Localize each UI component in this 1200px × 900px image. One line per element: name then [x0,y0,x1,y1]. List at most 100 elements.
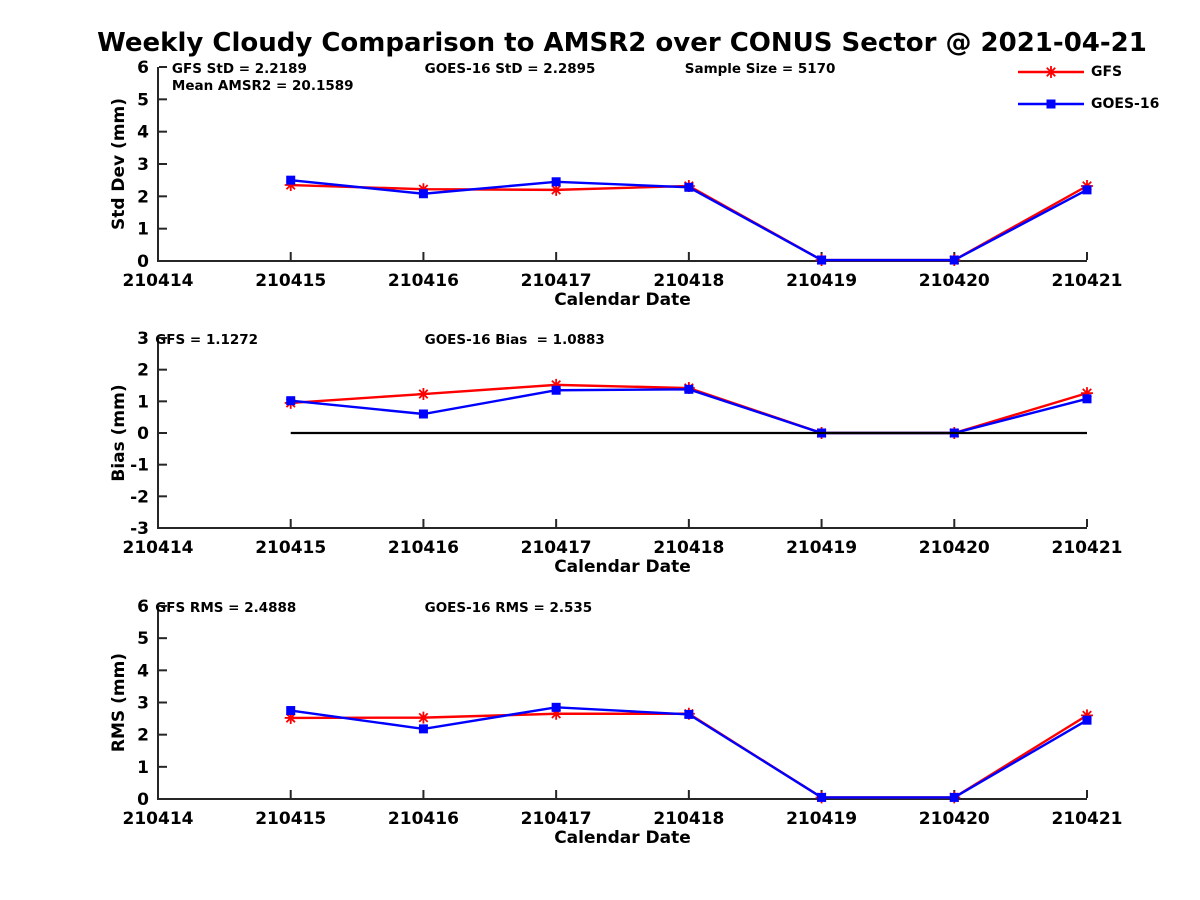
asterisk-marker-icon [1081,387,1093,400]
square-marker-icon [1082,394,1092,404]
y-tick-label: 6 [137,597,149,617]
x-tick-label: 210421 [1052,538,1123,558]
square-marker-icon [684,182,694,192]
square-marker-icon [551,177,561,187]
subplot-bias: -3 -2 -1 0 1 2 3 210414 210415 210416 210417 210418… [109,329,1122,577]
y-axis: -3 -2 -1 0 1 2 3 [130,329,167,539]
square-marker-icon [551,385,561,395]
x-tick-label: 210419 [786,271,857,291]
asterisk-marker-icon [550,378,563,391]
y-axis: 0 1 2 3 4 5 6 [137,58,167,272]
y-axis-label: RMS (mm) [109,653,129,752]
annotation: GOES-16 Bias = 1.0883 [425,332,605,348]
y-tick-label: 0 [137,252,149,272]
square-marker-icon [286,175,296,185]
annotation: GFS = 1.1272 [155,332,258,348]
x-tick-label: 210420 [919,271,990,291]
x-tick-label: 210416 [388,271,459,291]
y-tick-label: -2 [130,487,149,507]
y-tick-label: 5 [137,629,149,649]
legend: GFS GOES-16 [1018,63,1159,113]
y-tick-label: 0 [137,790,149,810]
x-tick-label: 210420 [919,538,990,558]
x-axis-label: Calendar Date [554,557,691,577]
annotation: GFS RMS = 2.4888 [155,600,296,616]
x-tick-label: 210415 [255,271,326,291]
x-axis-label: Calendar Date [554,828,691,848]
annotation: GOES-16 RMS = 2.535 [425,600,593,616]
y-tick-label: 1 [137,220,149,240]
square-marker-icon [949,255,959,265]
x-axis-label: Calendar Date [554,290,691,310]
square-marker-icon [418,189,428,199]
annotation: GOES-16 StD = 2.2895 [425,61,596,77]
y-axis-label: Bias (mm) [109,384,129,481]
y-tick-label: 4 [137,123,149,143]
figure-title: Weekly Cloudy Comparison to AMSR2 over C… [97,28,1147,58]
square-marker-icon [684,384,694,394]
annotation: Mean AMSR2 = 20.1589 [172,78,354,94]
asterisk-marker-icon [417,183,430,196]
legend-label-goes-16: GOES-16 [1091,96,1160,112]
axes-spines [157,338,1087,529]
x-tick-label: 210416 [388,809,459,829]
series-goes-16 [286,384,1092,438]
square-marker-icon [817,792,827,802]
square-marker-icon [286,706,296,716]
series-gfs [284,707,1093,804]
x-tick-label: 210419 [786,809,857,829]
gfs-line-asterisk-icon [1018,66,1084,78]
annotation: Sample Size = 5170 [685,61,836,77]
x-tick-label: 210418 [653,271,724,291]
y-tick-label: 3 [137,694,149,714]
x-axis: 210414 210415 210416 210417 210418 210419 2104… [123,519,1123,558]
y-tick-label: 2 [137,361,149,381]
square-marker-icon [418,724,428,734]
x-tick-label: 210414 [123,809,194,829]
axes-spines [157,606,1087,800]
y-tick-label: 0 [137,424,149,444]
series-goes-16 [286,702,1092,802]
legend-item-goes-16: GOES-16 [1018,95,1159,113]
asterisk-marker-icon [550,183,563,196]
y-tick-label: 2 [137,726,149,746]
square-marker-icon [418,409,428,419]
square-marker-icon [1082,715,1092,725]
annotation: GFS StD = 2.2189 [172,61,307,77]
x-tick-label: 210421 [1052,809,1123,829]
asterisk-marker-icon [550,707,563,720]
x-tick-label: 210415 [255,809,326,829]
asterisk-marker-icon [417,388,430,401]
y-tick-label: -1 [130,456,149,476]
x-tick-label: 210417 [521,538,592,558]
axes-spines [157,67,1087,262]
goes-16-line-square-icon [1018,99,1084,109]
x-tick-label: 210421 [1052,271,1123,291]
x-axis: 210414 210415 210416 210417 210418 210419 2104… [123,790,1123,829]
series-goes-16 [286,175,1092,265]
legend-label-gfs: GFS [1091,64,1123,80]
x-tick-label: 210418 [653,809,724,829]
y-axis-label: Std Dev (mm) [109,98,129,230]
y-tick-label: 3 [137,329,149,349]
y-axis: 0 1 2 3 4 5 6 [137,597,167,810]
x-tick-label: 210414 [123,271,194,291]
square-marker-icon [1046,99,1056,109]
y-tick-label: 4 [137,661,149,681]
asterisk-marker-icon [1045,66,1057,78]
square-marker-icon [949,792,959,802]
x-tick-label: 210419 [786,538,857,558]
asterisk-marker-icon [1081,709,1093,722]
y-tick-label: -3 [130,519,149,539]
x-tick-label: 210418 [653,538,724,558]
legend-item-gfs: GFS [1018,63,1159,81]
y-tick-label: 6 [137,58,149,78]
x-tick-label: 210417 [521,809,592,829]
y-tick-label: 1 [137,392,149,412]
square-marker-icon [1082,185,1092,195]
asterisk-marker-icon [284,179,297,192]
y-tick-label: 1 [137,758,149,778]
